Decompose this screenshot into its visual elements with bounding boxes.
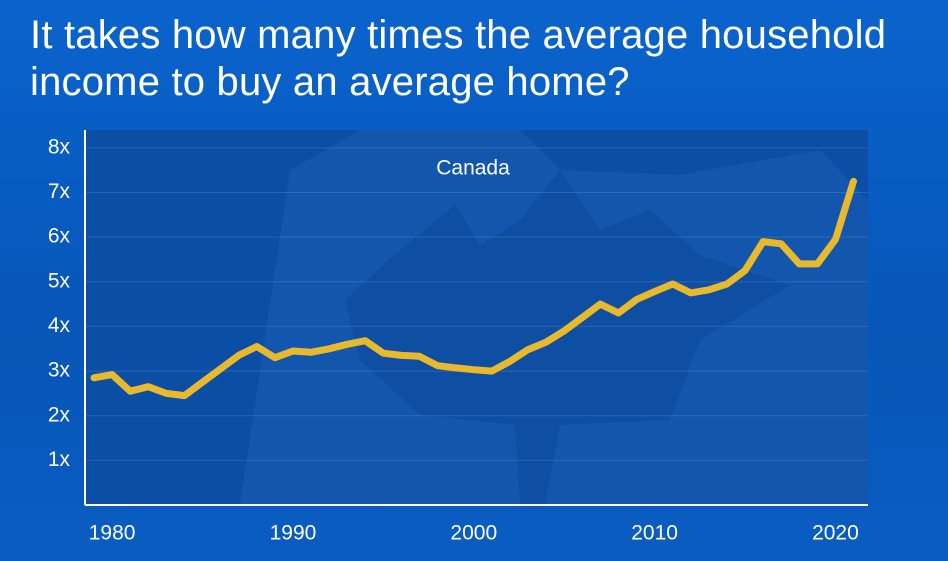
chart-title: It takes how many times the average hous… (30, 13, 887, 104)
y-tick-label: 4x (48, 314, 71, 337)
series-label: Canada (436, 157, 510, 180)
x-tick-label: 1990 (270, 522, 317, 545)
y-tick-label: 5x (48, 269, 71, 292)
data-line (90, 177, 857, 400)
maple-leaf (345, 170, 790, 505)
x-tick-label: 2010 (631, 522, 678, 545)
y-tick-label: 2x (48, 403, 71, 426)
y-tick-label: 1x (48, 448, 71, 471)
y-tick-label: 8x (48, 135, 71, 158)
y-tick-label: 7x (48, 180, 71, 203)
y-tick-label: 6x (48, 225, 71, 248)
y-tick-label: 3x (48, 359, 71, 382)
x-tick-label: 2000 (450, 522, 497, 545)
x-tick-label: 1980 (89, 522, 136, 545)
x-tick-label: 2020 (812, 522, 859, 545)
